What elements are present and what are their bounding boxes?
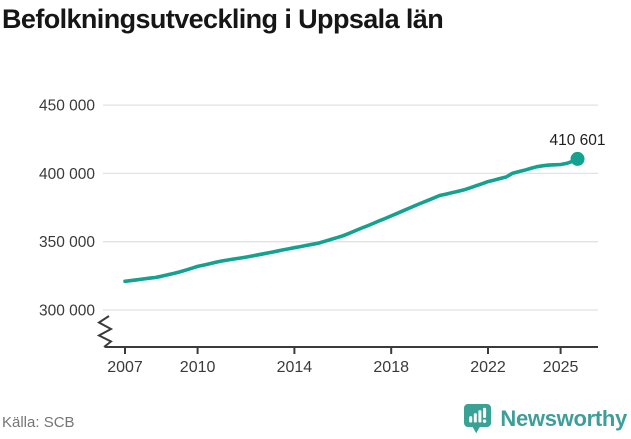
population-series-line — [123, 157, 580, 284]
y-axis-break-icon — [96, 315, 114, 348]
newsworthy-wordmark: Newsworthy — [500, 405, 627, 431]
x-axis-tick-label: 2010 — [180, 359, 216, 376]
source-note: Källa: SCB — [2, 414, 75, 431]
page-title: Befolkningsutveckling i Uppsala län — [2, 4, 444, 34]
y-axis-tick-label: 400 000 — [39, 166, 95, 183]
y-axis-tick-label: 450 000 — [39, 98, 95, 115]
newsworthy-logo[interactable]: Newsworthy — [462, 402, 627, 435]
x-axis-tick-label: 2018 — [373, 359, 409, 376]
x-axis-tick-label: 2014 — [277, 359, 313, 376]
y-axis-tick-label: 300 000 — [39, 303, 95, 320]
chart-canvas: 450 000 400 000 350 000 300 000 2007 2010 2014… — [39, 98, 606, 376]
series-end-dot — [570, 151, 585, 166]
newsworthy-bubble-chart-icon — [462, 402, 493, 435]
x-axis-tick-label: 2025 — [543, 359, 579, 376]
x-axis-tick-label: 2007 — [107, 359, 143, 376]
y-axis-tick-label: 350 000 — [39, 234, 95, 251]
x-axis-tick-label: 2022 — [470, 359, 506, 376]
series-end-value-label: 410 601 — [550, 132, 606, 149]
population-line-chart: 450 000 400 000 350 000 300 000 2007 2010 2014… — [0, 75, 631, 395]
